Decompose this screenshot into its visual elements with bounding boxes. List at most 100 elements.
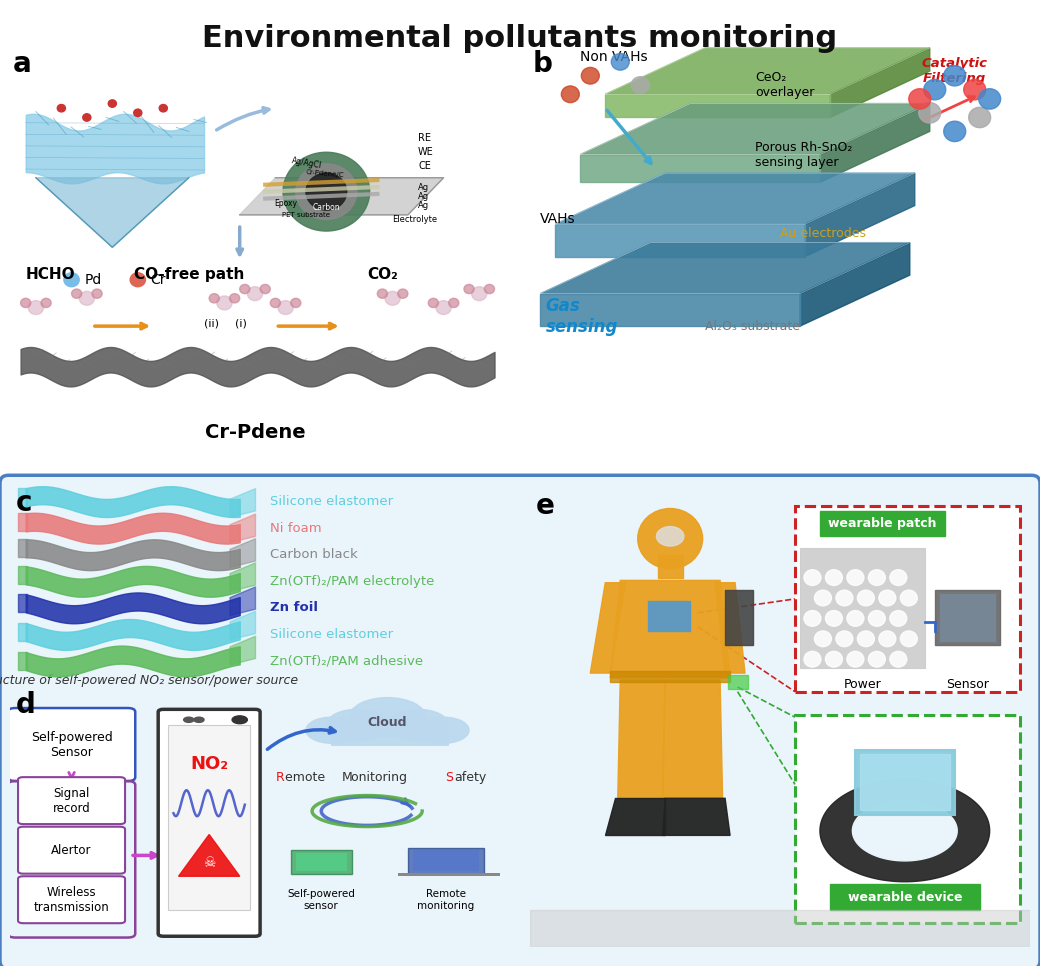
Text: wearable patch: wearable patch	[828, 518, 937, 530]
Polygon shape	[541, 294, 800, 327]
Circle shape	[868, 570, 885, 585]
Circle shape	[378, 289, 388, 298]
Bar	[413, 850, 479, 871]
Circle shape	[814, 631, 831, 646]
Polygon shape	[179, 835, 240, 876]
Polygon shape	[605, 48, 930, 95]
Circle shape	[826, 651, 842, 668]
Polygon shape	[35, 178, 189, 247]
Circle shape	[868, 651, 885, 668]
Circle shape	[130, 272, 146, 287]
Circle shape	[184, 717, 193, 723]
FancyBboxPatch shape	[18, 827, 125, 873]
Text: NO₂: NO₂	[190, 755, 228, 773]
Text: Power: Power	[843, 678, 881, 692]
Circle shape	[41, 298, 51, 307]
Text: a: a	[12, 50, 31, 78]
Circle shape	[562, 86, 579, 102]
Circle shape	[890, 611, 907, 626]
Polygon shape	[853, 801, 957, 861]
Text: CO-free path: CO-free path	[133, 267, 244, 282]
Circle shape	[248, 287, 263, 300]
Circle shape	[890, 570, 907, 585]
Text: VAHs: VAHs	[541, 213, 576, 226]
Polygon shape	[805, 173, 915, 257]
Bar	[800, 548, 925, 668]
Polygon shape	[662, 798, 730, 836]
Text: Wireless
transmission: Wireless transmission	[33, 886, 109, 914]
Bar	[530, 910, 1030, 947]
Text: Catalytic
Filtering: Catalytic Filtering	[921, 57, 988, 85]
Circle shape	[964, 79, 986, 99]
Polygon shape	[580, 103, 930, 155]
Polygon shape	[830, 48, 930, 118]
Circle shape	[943, 121, 966, 142]
Circle shape	[397, 289, 408, 298]
Circle shape	[471, 287, 487, 300]
FancyBboxPatch shape	[158, 709, 260, 936]
Circle shape	[72, 289, 82, 298]
Circle shape	[901, 590, 917, 606]
Circle shape	[826, 611, 842, 626]
Circle shape	[278, 300, 293, 315]
Bar	[725, 589, 753, 645]
Polygon shape	[591, 582, 625, 673]
Text: b: b	[532, 50, 553, 78]
Circle shape	[291, 298, 301, 307]
Text: Remote
monitoring: Remote monitoring	[417, 890, 474, 911]
FancyBboxPatch shape	[8, 708, 135, 781]
Text: RE: RE	[418, 133, 432, 143]
Bar	[657, 554, 682, 578]
Circle shape	[428, 298, 439, 307]
Text: Carbon: Carbon	[313, 203, 340, 213]
Text: Cr-Pdene: Cr-Pdene	[205, 423, 306, 442]
Circle shape	[857, 631, 875, 646]
Text: Carbon black: Carbon black	[270, 549, 358, 561]
Bar	[940, 594, 994, 640]
Text: Ag: Ag	[418, 183, 430, 191]
Text: Alertor: Alertor	[51, 843, 92, 857]
Bar	[648, 601, 691, 632]
Circle shape	[836, 590, 853, 606]
Circle shape	[924, 79, 945, 99]
Circle shape	[385, 292, 400, 305]
Circle shape	[306, 717, 357, 743]
Circle shape	[879, 631, 895, 646]
Text: emote: emote	[285, 771, 329, 783]
Text: ☠: ☠	[203, 856, 215, 870]
Text: Au electrodes: Au electrodes	[780, 227, 866, 240]
Circle shape	[804, 651, 821, 668]
Circle shape	[857, 590, 875, 606]
Bar	[855, 750, 955, 814]
Text: CE: CE	[418, 161, 431, 171]
Circle shape	[847, 570, 864, 585]
Text: Gas
sensing: Gas sensing	[545, 298, 618, 336]
Text: Sensor: Sensor	[945, 678, 989, 692]
Text: Silicone elastomer: Silicone elastomer	[270, 496, 393, 508]
Circle shape	[638, 508, 703, 569]
Circle shape	[631, 76, 649, 94]
Circle shape	[134, 109, 141, 117]
Polygon shape	[555, 224, 805, 257]
Circle shape	[890, 651, 907, 668]
Text: CO₂: CO₂	[367, 267, 398, 282]
Bar	[728, 675, 748, 690]
Text: Zn(OTf)₂/PAM electrolyte: Zn(OTf)₂/PAM electrolyte	[270, 575, 435, 588]
Text: Structure of self-powered NO₂ sensor/power source: Structure of self-powered NO₂ sensor/pow…	[0, 674, 298, 687]
Text: S: S	[445, 771, 453, 783]
Text: Silicone elastomer: Silicone elastomer	[270, 628, 393, 641]
Circle shape	[448, 298, 459, 307]
Circle shape	[968, 107, 991, 128]
Text: Self-powered
sensor: Self-powered sensor	[287, 890, 356, 911]
Text: (i): (i)	[235, 319, 246, 328]
Text: Ag: Ag	[418, 192, 430, 201]
Polygon shape	[716, 582, 745, 673]
Polygon shape	[610, 581, 730, 678]
Polygon shape	[605, 798, 666, 836]
Polygon shape	[662, 680, 723, 798]
Circle shape	[270, 298, 281, 307]
Circle shape	[260, 284, 270, 294]
Text: Environmental pollutants monitoring: Environmental pollutants monitoring	[203, 24, 837, 53]
Text: Pd: Pd	[84, 272, 102, 287]
Text: Zn(OTf)₂/PAM adhesive: Zn(OTf)₂/PAM adhesive	[270, 655, 423, 668]
